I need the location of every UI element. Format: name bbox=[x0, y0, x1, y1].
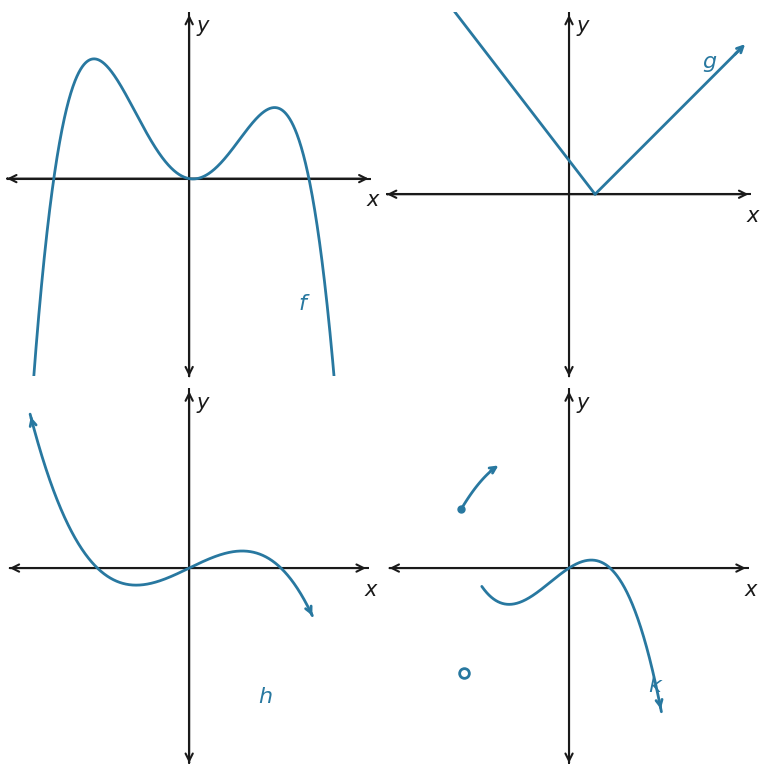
Text: x: x bbox=[747, 206, 759, 226]
Text: y: y bbox=[576, 393, 588, 413]
Text: g: g bbox=[702, 52, 716, 72]
Text: y: y bbox=[196, 16, 209, 36]
Text: f: f bbox=[298, 294, 306, 314]
Text: h: h bbox=[258, 687, 272, 707]
Text: y: y bbox=[196, 393, 209, 413]
Text: x: x bbox=[744, 580, 757, 600]
Text: k: k bbox=[649, 676, 661, 696]
Text: x: x bbox=[364, 580, 377, 600]
Text: x: x bbox=[367, 190, 380, 210]
Text: y: y bbox=[576, 16, 589, 36]
